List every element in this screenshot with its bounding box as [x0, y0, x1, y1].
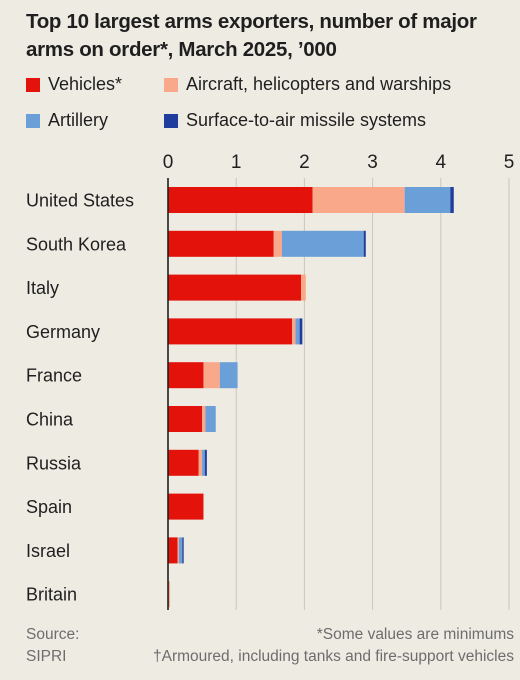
bar-segment-aircraft [203, 362, 220, 389]
bar-segment-vehicles [168, 318, 293, 345]
bar-segment-artillery [202, 449, 205, 476]
bar-segment-aircraft [202, 406, 206, 432]
category-label: Russia [26, 453, 82, 473]
source-note: Source: SIPRI [26, 624, 79, 668]
legend-label: Surface-to-air missile systems [186, 110, 427, 130]
bar-segment-artillery [219, 362, 238, 389]
category-label: France [26, 366, 82, 386]
bar-segment-artillery [281, 230, 364, 257]
bar-segment-aircraft [312, 187, 405, 213]
legend-item-vehicles: Vehicles* [26, 74, 122, 95]
bar-segment-aircraft [292, 318, 296, 345]
bar-segment-vehicles [168, 406, 203, 432]
legend-label: Aircraft, helicopters and warships [186, 74, 452, 94]
legend-item-sam: Surface-to-air missile systems [164, 110, 426, 131]
bar-segment-aircraft [177, 537, 179, 564]
bar-segment-vehicles [168, 493, 204, 520]
category-label: Israel [26, 541, 70, 561]
category-label: China [26, 410, 74, 430]
footnote-minimums: *Some values are minimums [316, 626, 514, 643]
x-tick-label: 0 [163, 152, 174, 173]
bar-segment-vehicles [168, 274, 301, 301]
legend-item-aircraft: Aircraft, helicopters and warships [164, 74, 451, 95]
footnotes: *Some values are minimums †Armoured, inc… [153, 624, 514, 668]
bar-segment-aircraft [198, 449, 203, 476]
bar-segment-sam [450, 187, 454, 213]
legend-swatch [164, 113, 178, 128]
bar-segment-artillery [404, 187, 451, 213]
legend-swatch [26, 113, 40, 128]
category-label: Italy [26, 278, 59, 298]
footnote-armoured: †Armoured, including tanks and fire-supp… [153, 648, 514, 665]
bar-segment-aircraft [168, 581, 171, 608]
bar-segment-sam [299, 318, 303, 345]
chart-title: Top 10 largest arms exporters, number of… [26, 10, 477, 61]
x-tick-label: 2 [299, 152, 310, 173]
x-tick-label: 1 [231, 152, 242, 173]
bar-segment-vehicles [168, 362, 204, 389]
legend-swatch [164, 77, 178, 92]
bar-segment-vehicles [168, 537, 178, 564]
category-label: Germany [26, 322, 100, 342]
x-tick-label: 4 [436, 152, 447, 173]
bar-segment-vehicles [168, 230, 274, 257]
x-tick-label: 5 [504, 152, 515, 173]
category-label: United States [26, 191, 134, 211]
bar-segment-vehicles [168, 187, 313, 213]
bar-segment-sam [363, 230, 366, 257]
legend-swatch [26, 77, 40, 92]
legend-label: Artillery [48, 110, 109, 130]
bar-segment-sam [182, 537, 184, 564]
bar-segment-artillery [295, 318, 300, 345]
bar-segment-aircraft [273, 230, 282, 257]
x-tick-label: 3 [367, 152, 378, 173]
legend-label: Vehicles* [48, 74, 123, 94]
stacked-bar-chart: 0 1 2 3 4 5 United States South Korea Italy Germa… [26, 152, 515, 610]
legend: Vehicles* Aircraft, helicopters and wars… [26, 74, 516, 136]
bar-segment-vehicles [168, 449, 199, 476]
category-label: South Korea [26, 234, 127, 254]
category-label: Britain [26, 585, 77, 605]
bar-segment-sam [204, 449, 207, 476]
source-name: SIPRI [26, 648, 67, 665]
bar-segment-aircraft [300, 274, 306, 301]
legend-item-artillery: Artillery [26, 110, 108, 131]
category-label: Spain [26, 497, 72, 517]
bar-segment-artillery [205, 406, 216, 432]
source-label: Source: [26, 626, 80, 643]
bar-segment-artillery [178, 537, 183, 564]
